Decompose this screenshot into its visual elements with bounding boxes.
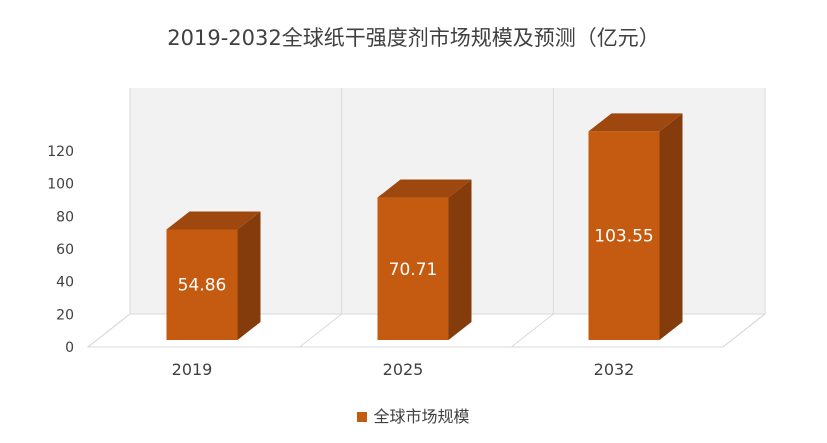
floor-divider (299, 313, 342, 348)
legend-swatch (357, 412, 368, 422)
bar-2032 (588, 113, 683, 340)
bar-top (377, 179, 472, 198)
y-tick-label: 20 (56, 307, 74, 323)
bar-top (588, 113, 683, 132)
x-axis-categories: 2019 2025 2032 (172, 360, 635, 379)
y-tick-label: 60 (56, 242, 74, 258)
bar-front (166, 229, 238, 340)
floor-divider (722, 313, 766, 348)
bar-series (166, 113, 683, 340)
x-category-label: 2025 (383, 360, 424, 379)
y-tick-label: 40 (56, 275, 74, 291)
data-label: 54.86 (178, 276, 227, 296)
bar-front (588, 131, 660, 340)
data-label: 70.71 (389, 260, 438, 280)
bar-top (166, 211, 261, 230)
y-axis-ticks: 0 20 40 60 80 100 120 (47, 144, 74, 356)
floor-divider (511, 313, 554, 348)
data-label: 103.55 (594, 227, 653, 247)
floor-divider (87, 313, 131, 348)
legend: 全球市场规模 (0, 403, 827, 427)
bar-side (237, 211, 261, 340)
x-category-label: 2032 (594, 360, 635, 379)
y-tick-label: 100 (47, 177, 74, 193)
legend-label: 全球市场规模 (373, 407, 470, 426)
y-tick-label: 80 (56, 209, 74, 225)
bar-2019 (166, 211, 261, 340)
y-tick-label: 120 (47, 144, 74, 160)
chart-title: 2019-2032全球纸干强度剂市场规模及预测（亿元） (167, 26, 660, 50)
bar-front (377, 197, 449, 340)
x-category-label: 2019 (172, 360, 213, 379)
bar-side (659, 113, 683, 340)
bar-side (448, 179, 472, 340)
data-labels: 54.86 70.71 103.55 (178, 227, 654, 296)
bar-2025 (377, 179, 472, 340)
y-tick-label: 0 (65, 340, 74, 356)
